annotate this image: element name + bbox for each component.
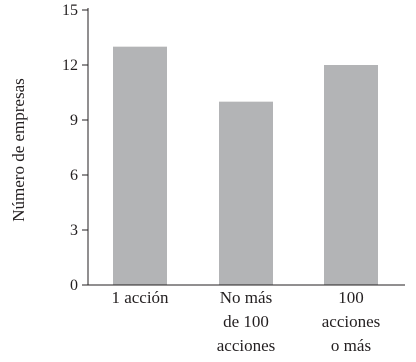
x-category-label-line: No más bbox=[220, 288, 272, 307]
x-category-label-line: de 100 bbox=[223, 312, 269, 331]
bar-3 bbox=[324, 65, 378, 285]
x-category-label-line: acciones bbox=[322, 312, 381, 331]
y-tick-label: 9 bbox=[70, 112, 78, 129]
y-tick-label: 12 bbox=[62, 57, 78, 74]
x-category-label-1: 1 acción bbox=[111, 288, 169, 307]
x-category-label-3: 100 acciones o más bbox=[322, 288, 381, 355]
x-category-label-line: 1 acción bbox=[111, 288, 169, 307]
y-axis-title-group: Número de empresas bbox=[9, 78, 28, 222]
y-tick-label: 0 bbox=[70, 277, 78, 294]
y-tick-label: 3 bbox=[70, 222, 78, 239]
y-axis-title: Número de empresas bbox=[9, 78, 28, 222]
x-category-label-line: acciones bbox=[217, 336, 276, 355]
x-axis-labels: 1 acción No más de 100 acciones 100 acciones o… bbox=[111, 288, 380, 355]
y-axis-ticks: 0 3 6 9 12 15 bbox=[62, 2, 88, 294]
bar-2 bbox=[219, 101, 273, 286]
y-tick-label: 6 bbox=[70, 167, 78, 184]
bars bbox=[113, 46, 378, 286]
x-category-label-2: No más de 100 acciones bbox=[217, 288, 276, 355]
x-category-label-line: o más bbox=[331, 336, 371, 355]
x-category-label-line: 100 bbox=[338, 288, 364, 307]
bar-1 bbox=[113, 46, 167, 285]
y-tick-label: 15 bbox=[62, 2, 78, 19]
